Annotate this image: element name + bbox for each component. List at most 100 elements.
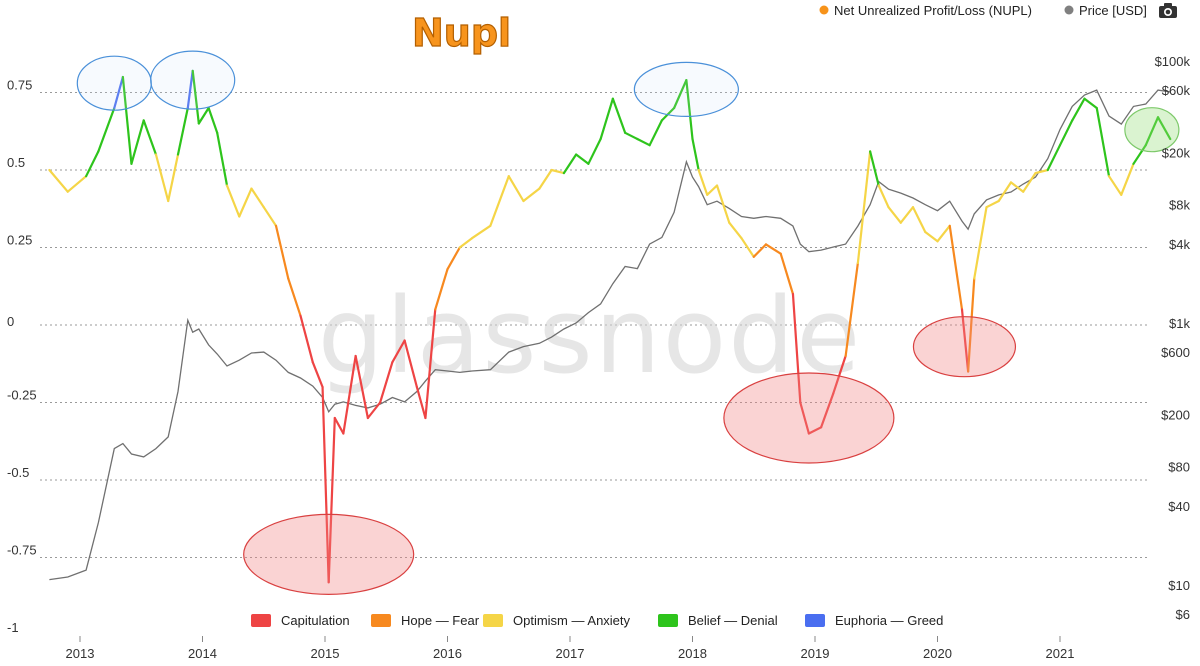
nupl-segment	[844, 261, 859, 358]
y-right-tick-label: $8k	[1169, 198, 1190, 213]
y-right-tick-label: $4k	[1169, 237, 1190, 252]
x-tick-label: 2021	[1046, 646, 1075, 661]
zone-legend-label: Belief — Denial	[688, 613, 778, 628]
nupl-segment	[250, 187, 265, 209]
x-tick-label: 2017	[556, 646, 585, 661]
nupl-segment	[911, 206, 927, 234]
nupl-segment	[832, 354, 847, 395]
nupl-segment	[333, 416, 345, 435]
camera-icon[interactable]	[1159, 3, 1177, 18]
highlight-ellipses	[76, 50, 1180, 596]
nupl-segment	[924, 230, 939, 243]
y-left-tick-label: -0.5	[7, 465, 29, 480]
legend-label-nupl: Net Unrealized Profit/Loss (NUPL)	[834, 3, 1032, 18]
y-right-tick-label: $80	[1168, 460, 1190, 475]
nupl-segment	[238, 187, 253, 218]
nupl-segment	[415, 385, 427, 420]
highlight-ellipse-blue	[633, 61, 739, 118]
nupl-segment	[728, 221, 743, 240]
nupl-segment	[142, 119, 158, 156]
nupl-segment	[791, 292, 802, 404]
nupl-segment	[186, 69, 194, 110]
nupl-segment	[446, 246, 461, 271]
nupl-segment	[673, 78, 688, 110]
nupl-segment	[1095, 106, 1111, 178]
nupl-segment	[97, 106, 116, 153]
nupl-segment	[752, 243, 768, 258]
nupl-segment	[706, 184, 719, 196]
x-tick-label: 2015	[311, 646, 340, 661]
y-right-tick-label: $100k	[1155, 54, 1191, 69]
y-right-tick-label: $6	[1176, 607, 1190, 622]
y-axis-left: 0.75 0.5 0.25 0 -0.25 -0.5 -0.75 -1	[7, 78, 37, 636]
nupl-segment	[342, 354, 357, 435]
nupl-segment	[764, 243, 782, 255]
nupl-segment	[936, 224, 951, 243]
y-right-tick-label: $20k	[1162, 146, 1191, 161]
highlight-ellipse-red	[723, 372, 895, 464]
nupl-segment	[48, 168, 69, 193]
nupl-segment	[856, 150, 872, 265]
zone-legend-swatch	[658, 614, 678, 627]
nupl-segment	[366, 401, 382, 420]
nupl-segment	[691, 137, 700, 172]
nupl-segment	[1132, 144, 1147, 165]
zone-legend-swatch	[483, 614, 503, 627]
nupl-segment	[113, 75, 124, 110]
nupl-segment	[715, 184, 731, 224]
zone-legend-swatch	[805, 614, 825, 627]
nupl-segment	[1120, 162, 1135, 196]
nupl-segment	[66, 175, 88, 193]
nupl-segment	[321, 385, 330, 584]
y-left-tick-label: 0	[7, 314, 14, 329]
nupl-segment	[225, 184, 241, 218]
nupl-segment	[287, 277, 302, 317]
nupl-segment	[799, 401, 810, 435]
nupl-segment	[434, 268, 449, 311]
nupl-segment	[130, 119, 145, 165]
nupl-segment	[960, 308, 970, 373]
nupl-segment	[869, 150, 880, 187]
nupl-segment	[311, 361, 324, 389]
nupl-series	[48, 69, 1172, 584]
y-left-tick-label: -0.75	[7, 543, 37, 558]
y-right-tick-label: $200	[1161, 408, 1190, 423]
watermark: glassnode	[318, 275, 863, 397]
nupl-segment	[354, 354, 369, 420]
nupl-segment	[807, 426, 823, 435]
nupl-segment	[1083, 97, 1098, 110]
nupl-segment	[685, 78, 694, 141]
y-right-tick-label: $10	[1168, 578, 1190, 593]
zone-legend[interactable]: Capitulation Hope — Fear Optimism — Anxiet…	[251, 613, 943, 628]
nupl-segment	[197, 106, 210, 125]
nupl-segment	[779, 252, 795, 296]
x-tick-label: 2016	[433, 646, 462, 661]
nupl-segment	[587, 137, 602, 165]
y-axis-right: $100k $60k $20k $8k $4k $1k $600 $200 $80 $40 $10 $…	[1155, 54, 1191, 622]
nupl-segment	[1071, 97, 1086, 122]
nupl-segment	[154, 153, 170, 203]
nupl-segment	[820, 392, 835, 429]
nupl-segment	[489, 175, 510, 227]
y-left-tick-label: -0.25	[7, 388, 37, 403]
nupl-segment	[1046, 144, 1062, 172]
legend-dot-price	[1064, 5, 1074, 15]
nupl-segment	[391, 339, 406, 364]
nupl-segment	[550, 168, 565, 175]
zone-legend-label: Euphoria — Greed	[835, 613, 943, 628]
y-left-tick-label: -1	[7, 620, 19, 635]
price-line	[49, 89, 1171, 581]
top-legend[interactable]: Net Unrealized Profit/Loss (NUPL) Price …	[819, 3, 1178, 18]
zone-legend-label: Hope — Fear	[401, 613, 480, 628]
nupl-segment	[299, 314, 314, 364]
nupl-segment	[948, 224, 964, 311]
zone-legend-label: Optimism — Anxiety	[513, 613, 631, 628]
nupl-segment	[1034, 168, 1049, 175]
legend-label-price: Price [USD]	[1079, 3, 1147, 18]
x-tick-label: 2018	[678, 646, 707, 661]
y-right-tick-label: $600	[1161, 345, 1190, 360]
highlight-ellipse-red	[243, 513, 415, 596]
x-tick-label: 2019	[801, 646, 830, 661]
y-left-tick-label: 0.75	[7, 78, 32, 93]
zone-legend-swatch	[371, 614, 391, 627]
